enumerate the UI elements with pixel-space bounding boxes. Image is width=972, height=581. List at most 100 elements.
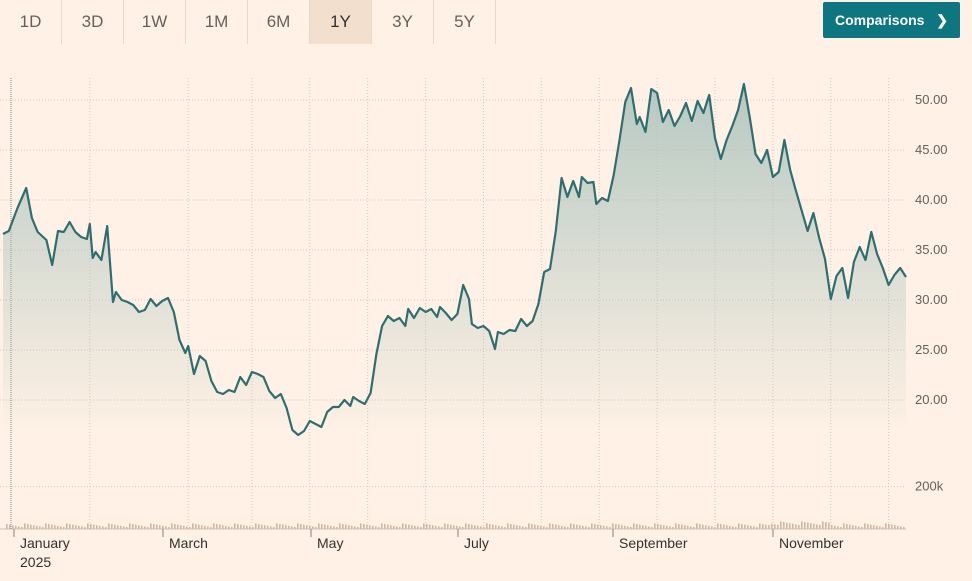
volume-bar [675, 523, 677, 529]
volume-bar [135, 524, 137, 529]
volume-bar [858, 526, 860, 529]
volume-bar [735, 527, 737, 529]
volume-bar [36, 525, 38, 529]
range-3y-button[interactable]: 3Y [372, 0, 434, 44]
volume-bar [180, 525, 182, 529]
volume-bar [60, 526, 62, 529]
volume-bar [75, 525, 77, 529]
volume-bar [327, 525, 329, 529]
volume-bar [456, 525, 458, 529]
volume-bar [642, 525, 644, 529]
volume-bar [759, 523, 761, 529]
volume-bar [489, 524, 491, 529]
volume-bar [174, 524, 176, 529]
volume-bar [618, 524, 620, 529]
y-tick-label: 45.00 [915, 142, 948, 157]
volume-bar [153, 524, 155, 529]
volume-bar [258, 524, 260, 529]
volume-bar [171, 523, 173, 529]
volume-bar [888, 524, 890, 529]
volume-bar [231, 527, 233, 529]
volume-bar [843, 523, 845, 529]
volume-bar [663, 525, 665, 529]
volume-bar [864, 523, 866, 529]
volume-bar [552, 524, 554, 529]
volume-bar [459, 526, 461, 529]
volume-bar [894, 525, 896, 529]
volume-bar [870, 524, 872, 529]
volume-bar [18, 526, 20, 529]
volume-bar [42, 527, 44, 529]
volume-bar [417, 526, 419, 529]
volume-bar [9, 524, 11, 529]
volume-bar [897, 525, 899, 529]
range-5y-button[interactable]: 5Y [434, 0, 496, 44]
volume-bar [786, 522, 788, 529]
chevron-right-icon: ❯ [936, 11, 948, 28]
range-1w-button[interactable]: 1W [124, 0, 186, 44]
volume-bar [849, 524, 851, 529]
volume-bar [381, 523, 383, 529]
volume-bar [600, 525, 602, 529]
volume-bar [213, 523, 215, 529]
volume-bar [84, 527, 86, 529]
volume-bar [693, 527, 695, 529]
comparisons-button[interactable]: Comparisons ❯ [823, 2, 960, 38]
volume-bar [684, 525, 686, 529]
volume-bar [339, 523, 341, 529]
volume-bar [222, 525, 224, 529]
range-1y-button[interactable]: 1Y [310, 0, 372, 44]
volume-bar [276, 523, 278, 529]
volume-bar [708, 525, 710, 529]
volume-bar [855, 525, 857, 529]
volume-bar [189, 527, 191, 529]
volume-bar [633, 523, 635, 529]
volume-bar [429, 524, 431, 529]
volume-bar [534, 524, 536, 529]
volume-bar [438, 526, 440, 529]
volume-bar [801, 521, 803, 529]
volume-bar [900, 526, 902, 529]
y-tick-label: 40.00 [915, 192, 948, 207]
volume-bar [597, 524, 599, 529]
volume-bar [285, 525, 287, 529]
volume-bar [501, 526, 503, 529]
volume-bar [78, 525, 80, 529]
volume-bar [711, 526, 713, 529]
range-1m-button[interactable]: 1M [186, 0, 248, 44]
volume-bar [51, 524, 53, 529]
volume-bar [123, 526, 125, 529]
volume-bar [288, 525, 290, 529]
volume-bar [198, 524, 200, 529]
volume-bar [48, 524, 50, 529]
volume-bar [15, 525, 17, 529]
y-tick-label: 25.00 [915, 342, 948, 357]
y-tick-label: 50.00 [915, 92, 948, 107]
volume-bar [147, 527, 149, 529]
range-6m-button[interactable]: 6M [248, 0, 310, 44]
range-1d-button[interactable]: 1D [0, 0, 62, 44]
volume-bar [507, 523, 509, 529]
volume-bar [159, 525, 161, 529]
volume-bar [546, 527, 548, 529]
x-axis: January 2025 March May July September November [13, 529, 844, 570]
volume-bar [519, 525, 521, 529]
volume-bar [21, 527, 23, 529]
volume-bar [252, 527, 254, 529]
volume-bar [267, 525, 269, 529]
volume-bar [45, 523, 47, 529]
range-3d-button[interactable]: 3D [62, 0, 124, 44]
volume-bar [903, 527, 905, 529]
volume-bar [237, 524, 239, 529]
volume-bar [654, 523, 656, 529]
volume-bar [879, 526, 881, 529]
volume-bar [345, 524, 347, 529]
volume-bar [495, 525, 497, 529]
volume-bars [6, 521, 905, 529]
volume-bar [126, 527, 128, 529]
price-line [2, 82, 907, 437]
volume-bar [102, 526, 104, 529]
volume-bar [141, 525, 143, 529]
volume-bar [312, 526, 314, 529]
